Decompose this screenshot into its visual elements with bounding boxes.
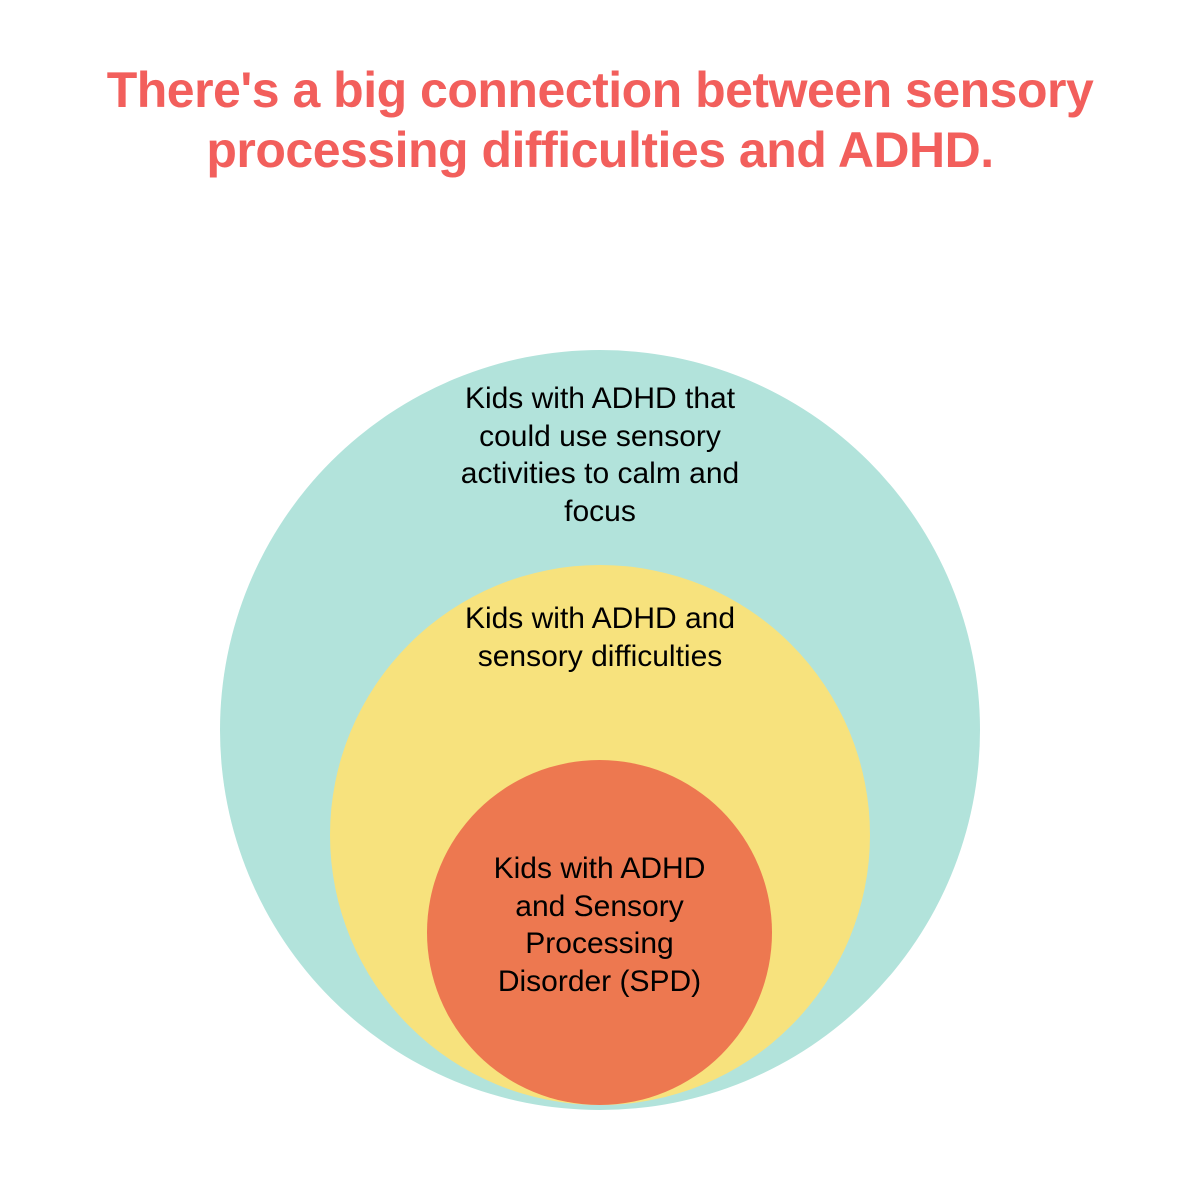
circle-inner: Kids with ADHD and Sensory Processing Di…: [427, 760, 772, 1105]
infographic-title: There's a big connection between sensory…: [100, 60, 1100, 180]
nested-circles-diagram: Kids with ADHD that could use sensory ac…: [220, 350, 980, 1110]
circle-inner-label: Kids with ADHD and Sensory Processing Di…: [470, 850, 730, 1105]
